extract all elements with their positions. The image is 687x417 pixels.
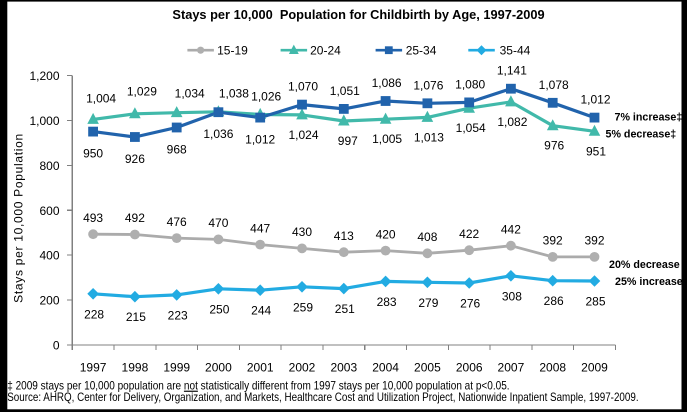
svg-text:1997: 1997 xyxy=(80,360,107,374)
svg-text:200: 200 xyxy=(39,294,59,308)
svg-text:493: 493 xyxy=(83,211,103,225)
svg-text:20% decrease: 20% decrease xyxy=(609,259,680,271)
svg-text:2002: 2002 xyxy=(289,360,316,374)
svg-text:2008: 2008 xyxy=(539,360,566,374)
svg-text:2003: 2003 xyxy=(330,360,357,374)
svg-text:244: 244 xyxy=(251,304,271,318)
svg-text:2007: 2007 xyxy=(498,360,525,374)
svg-text:1998: 1998 xyxy=(122,360,149,374)
svg-text:308: 308 xyxy=(502,289,522,303)
svg-text:422: 422 xyxy=(459,227,479,241)
svg-text:400: 400 xyxy=(39,249,59,263)
svg-text:276: 276 xyxy=(460,297,480,311)
svg-text:1,004: 1,004 xyxy=(86,91,116,105)
svg-text:492: 492 xyxy=(125,211,145,225)
svg-text:283: 283 xyxy=(377,295,397,309)
svg-text:2004: 2004 xyxy=(372,360,399,374)
svg-text:215: 215 xyxy=(126,310,146,324)
svg-text:2005: 2005 xyxy=(414,360,441,374)
svg-text:968: 968 xyxy=(167,143,187,157)
svg-text:2001: 2001 xyxy=(247,360,274,374)
svg-text:1,054: 1,054 xyxy=(456,121,486,135)
svg-text:7% increase‡: 7% increase‡ xyxy=(615,112,683,124)
svg-text:223: 223 xyxy=(168,308,188,322)
svg-text:20-24: 20-24 xyxy=(310,43,341,57)
svg-text:1,076: 1,076 xyxy=(413,78,443,92)
svg-text:1,034: 1,034 xyxy=(175,87,205,101)
svg-text:2006: 2006 xyxy=(456,360,483,374)
svg-text:392: 392 xyxy=(543,234,563,248)
svg-text:1,024: 1,024 xyxy=(288,128,318,142)
svg-text:5% decrease‡: 5% decrease‡ xyxy=(606,129,677,141)
svg-text:35-44: 35-44 xyxy=(500,43,531,57)
svg-text:251: 251 xyxy=(335,302,355,316)
svg-text:447: 447 xyxy=(250,221,270,235)
svg-text:1,012: 1,012 xyxy=(580,93,610,107)
svg-text:Stays per 10,000 Population f: Stays per 10,000 Population for Childbir… xyxy=(172,7,544,22)
svg-text:228: 228 xyxy=(84,307,104,321)
svg-text:1,026: 1,026 xyxy=(251,90,281,104)
svg-text:0: 0 xyxy=(53,339,60,353)
svg-text:997: 997 xyxy=(338,134,358,148)
svg-text:1,038: 1,038 xyxy=(219,87,249,101)
svg-text:25% increase: 25% increase xyxy=(615,276,683,288)
svg-text:259: 259 xyxy=(293,300,313,314)
svg-text:1,013: 1,013 xyxy=(414,130,444,144)
svg-text:1,036: 1,036 xyxy=(203,127,233,141)
svg-text:250: 250 xyxy=(209,302,229,316)
svg-text:1,078: 1,078 xyxy=(539,78,569,92)
svg-text:442: 442 xyxy=(501,222,521,236)
svg-text:286: 286 xyxy=(544,294,564,308)
svg-text:1,029: 1,029 xyxy=(127,84,157,98)
svg-text:Source: AHRQ, Center for Deliv: Source: AHRQ, Center for Delivery, Organ… xyxy=(7,391,638,404)
svg-text:420: 420 xyxy=(376,227,396,241)
svg-text:279: 279 xyxy=(418,296,438,310)
svg-text:408: 408 xyxy=(417,230,437,244)
svg-text:285: 285 xyxy=(585,295,605,309)
svg-text:1,012: 1,012 xyxy=(245,133,275,147)
svg-text:25-34: 25-34 xyxy=(406,43,437,57)
svg-text:Stays per 10,000 Population: Stays per 10,000 Population xyxy=(11,133,25,303)
svg-text:1,051: 1,051 xyxy=(330,84,360,98)
svg-text:951: 951 xyxy=(586,144,606,158)
svg-text:1999: 1999 xyxy=(163,360,190,374)
svg-text:800: 800 xyxy=(39,159,59,173)
svg-text:15-19: 15-19 xyxy=(217,43,248,57)
svg-text:2009: 2009 xyxy=(581,360,608,374)
svg-text:1,000: 1,000 xyxy=(29,114,59,128)
svg-text:470: 470 xyxy=(208,216,228,230)
svg-text:1,200: 1,200 xyxy=(29,69,59,83)
svg-text:926: 926 xyxy=(125,152,145,166)
svg-text:1,082: 1,082 xyxy=(497,115,527,129)
svg-text:1,141: 1,141 xyxy=(497,64,527,78)
svg-text:430: 430 xyxy=(292,225,312,239)
svg-text:1,080: 1,080 xyxy=(455,77,485,91)
svg-text:1,086: 1,086 xyxy=(372,76,402,90)
svg-text:950: 950 xyxy=(83,147,103,161)
svg-text:1,005: 1,005 xyxy=(372,132,402,146)
svg-text:976: 976 xyxy=(544,139,564,153)
svg-text:476: 476 xyxy=(167,215,187,229)
svg-text:600: 600 xyxy=(39,204,59,218)
svg-text:1,070: 1,070 xyxy=(288,80,318,94)
svg-text:413: 413 xyxy=(334,229,354,243)
svg-text:392: 392 xyxy=(584,234,604,248)
svg-text:2000: 2000 xyxy=(205,360,232,374)
